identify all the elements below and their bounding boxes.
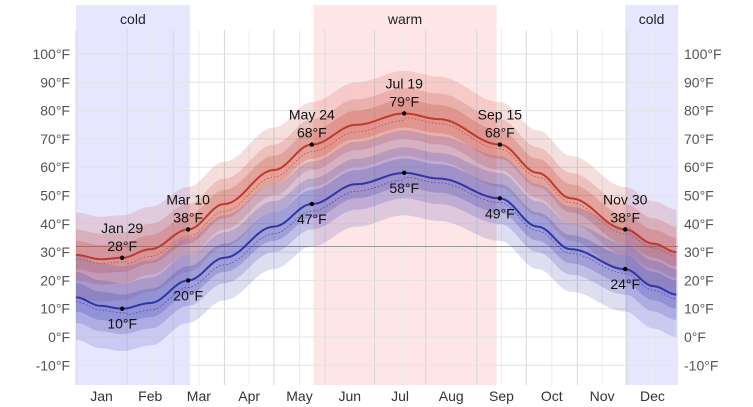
y-tick-label-left: 40°F — [40, 216, 70, 232]
annotation-date: Mar 10 — [166, 191, 210, 207]
month-label: Nov — [590, 388, 615, 404]
annotation-value: 68°F — [485, 125, 515, 141]
series-line-low — [75, 171, 677, 310]
annotation-value: 38°F — [610, 209, 640, 225]
annotation-point — [309, 142, 315, 147]
annotation-point — [185, 278, 191, 283]
annotation-date: May 24 — [289, 107, 335, 123]
y-tick-label-right: 10°F — [684, 301, 714, 317]
dotted-line-low — [75, 176, 677, 316]
annotation-point — [623, 227, 628, 232]
series-lines — [75, 112, 677, 316]
annotation-date: Nov 30 — [603, 191, 648, 207]
annotation-labels: Jan 29 28°F Mar 10 38°F May 24 68°F Jul 19 79°F… — [101, 75, 647, 331]
y-tick-label-right: -10°F — [684, 357, 718, 373]
month-label: Mar — [187, 388, 211, 404]
annotation-value: 47°F — [297, 211, 327, 227]
y-tick-label-right: 30°F — [684, 244, 714, 260]
season-label: warm — [387, 11, 422, 27]
y-tick-label-right: 40°F — [684, 216, 714, 232]
month-label: Jul — [391, 388, 409, 404]
y-tick-label-left: 60°F — [40, 159, 70, 175]
annotation-value: 49°F — [485, 205, 515, 221]
month-label: Aug — [439, 388, 464, 404]
annotation-value: 24°F — [610, 276, 640, 292]
y-tick-label-right: 20°F — [684, 272, 714, 288]
annotation-point — [185, 227, 191, 232]
annotation-value: 28°F — [107, 238, 137, 254]
annotation-date: Jan 29 — [101, 220, 143, 236]
month-label: May — [286, 388, 312, 404]
annotation-point — [497, 196, 503, 201]
annotation-date: Jul 19 — [386, 75, 424, 91]
y-tick-label-right: 80°F — [684, 103, 714, 119]
month-label: Jan — [90, 388, 113, 404]
annotation-value: 79°F — [389, 93, 419, 109]
y-tick-label-right: 0°F — [684, 329, 706, 345]
y-tick-label-left: 30°F — [40, 244, 70, 260]
month-label: Oct — [541, 388, 563, 404]
season-label: cold — [639, 11, 665, 27]
y-tick-label-left: 70°F — [40, 131, 70, 147]
series-line-high — [75, 112, 677, 261]
season-label: cold — [120, 11, 146, 27]
annotation-value: 68°F — [297, 125, 327, 141]
y-tick-label-right: 90°F — [684, 74, 714, 90]
y-tick-label-left: 100°F — [32, 46, 70, 62]
y-tick-label-left: 80°F — [40, 103, 70, 119]
month-label: Sep — [489, 388, 514, 404]
annotation-point — [497, 142, 503, 147]
y-tick-label-right: 70°F — [684, 131, 714, 147]
y-tick-label-left: 20°F — [40, 272, 70, 288]
month-label: Feb — [138, 388, 162, 404]
annotation-point — [402, 111, 407, 116]
annotation-point — [623, 266, 628, 272]
annotation-point — [402, 170, 407, 176]
y-tick-label-right: 60°F — [684, 159, 714, 175]
annotation-value: 10°F — [107, 316, 137, 332]
y-tick-label-left: -10°F — [36, 357, 70, 373]
grid — [75, 30, 678, 385]
annotation-value: 38°F — [173, 209, 203, 225]
annotation-value: 58°F — [389, 180, 419, 196]
y-tick-label-left: 10°F — [40, 301, 70, 317]
month-label: Apr — [238, 388, 260, 404]
band-high-0 — [76, 71, 677, 302]
dotted-line-high — [75, 117, 677, 265]
annotation-point — [119, 306, 125, 311]
annotation-point — [309, 201, 315, 207]
annotation-date: Sep 15 — [478, 107, 523, 123]
month-label: Jun — [338, 388, 361, 404]
axes: -10°F -10°F 0°F 0°F 10°F 10°F 20°F 20°F 30°F 30°F… — [32, 46, 721, 404]
band-high-2 — [76, 99, 677, 274]
annotation-point — [119, 255, 125, 260]
y-tick-label-left: 0°F — [48, 329, 70, 345]
y-tick-label-left: 50°F — [40, 188, 70, 204]
annotation-value: 20°F — [173, 287, 203, 303]
y-tick-label-right: 50°F — [684, 188, 714, 204]
month-label: Dec — [640, 388, 665, 404]
y-tick-label-right: 100°F — [684, 46, 722, 62]
y-tick-label-left: 90°F — [40, 74, 70, 90]
band-low-0 — [76, 130, 677, 352]
